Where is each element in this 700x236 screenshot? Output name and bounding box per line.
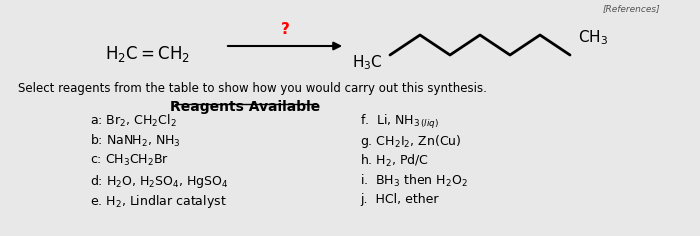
Text: H$_2$C$=$CH$_2$: H$_2$C$=$CH$_2$ [106, 44, 190, 64]
Text: [References]: [References] [603, 4, 660, 13]
Text: c: CH$_3$CH$_2$Br: c: CH$_3$CH$_2$Br [90, 153, 169, 168]
Text: a: Br$_2$, CH$_2$Cl$_2$: a: Br$_2$, CH$_2$Cl$_2$ [90, 113, 176, 129]
Text: h. H$_2$, Pd/C: h. H$_2$, Pd/C [360, 153, 429, 169]
Text: e. H$_2$, Lindlar catalyst: e. H$_2$, Lindlar catalyst [90, 193, 227, 210]
Text: b: NaNH$_2$, NH$_3$: b: NaNH$_2$, NH$_3$ [90, 133, 181, 149]
Text: CH$_3$: CH$_3$ [578, 29, 608, 47]
Text: H$_3$C: H$_3$C [352, 54, 383, 72]
Text: ?: ? [281, 22, 289, 37]
Text: d: H$_2$O, H$_2$SO$_4$, HgSO$_4$: d: H$_2$O, H$_2$SO$_4$, HgSO$_4$ [90, 173, 229, 190]
Text: j.  HCl, ether: j. HCl, ether [360, 193, 438, 206]
Text: g. CH$_2$I$_2$, Zn(Cu): g. CH$_2$I$_2$, Zn(Cu) [360, 133, 461, 150]
Text: Reagents Available: Reagents Available [170, 100, 320, 114]
Text: i.  BH$_3$ then H$_2$O$_2$: i. BH$_3$ then H$_2$O$_2$ [360, 173, 468, 189]
Text: Select reagents from the table to show how you would carry out this synthesis.: Select reagents from the table to show h… [18, 82, 487, 95]
Text: f.  Li, NH$_3$$_{\,(liq)}$: f. Li, NH$_3$$_{\,(liq)}$ [360, 113, 439, 131]
